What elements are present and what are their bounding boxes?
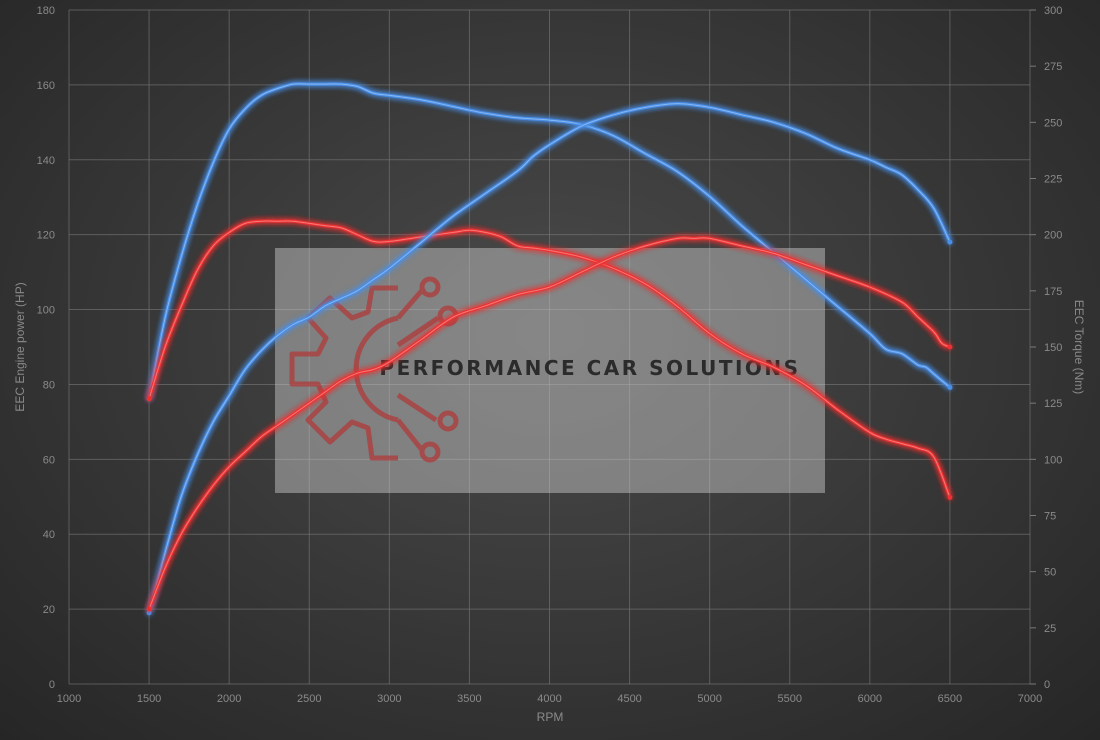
y-right-tick-label: 75 <box>1044 511 1056 523</box>
y-left-tick-label: 160 <box>37 80 55 92</box>
series-endpoint <box>947 384 953 390</box>
x-tick-label: 3000 <box>377 693 401 705</box>
x-tick-label: 4500 <box>617 693 641 705</box>
y-right-tick-label: 175 <box>1044 286 1062 298</box>
series-endpoint <box>947 239 953 245</box>
x-tick-label: 5000 <box>697 693 721 705</box>
series-3 <box>146 236 953 612</box>
y-right-tick-label: 200 <box>1044 230 1062 242</box>
x-tick-label: 7000 <box>1018 693 1042 705</box>
y-left-tick-label: 120 <box>37 230 55 242</box>
grid <box>68 9 1036 685</box>
series-line-highlight <box>148 237 951 610</box>
x-tick-label: 2500 <box>297 693 321 705</box>
x-tick-label: 3500 <box>457 693 481 705</box>
y-right-tick-label: 25 <box>1044 623 1056 635</box>
y-right-tick-label: 275 <box>1044 61 1062 73</box>
y-left-tick-label: 20 <box>43 604 55 616</box>
series-endpoint <box>947 495 953 501</box>
y-right-tick-label: 125 <box>1044 398 1062 410</box>
series-line-highlight <box>148 103 951 614</box>
x-tick-label: 4000 <box>537 693 561 705</box>
y-left-tick-label: 40 <box>43 529 55 541</box>
y-left-tick-label: 0 <box>49 679 55 691</box>
x-axis-title: RPM <box>537 710 564 724</box>
series-line <box>147 102 952 615</box>
x-tick-label: 1500 <box>137 693 161 705</box>
series-endpoint <box>146 610 152 616</box>
y-right-tick-label: 250 <box>1044 117 1062 129</box>
y-right-tick-label: 50 <box>1044 567 1056 579</box>
y-left-axis-title: EEC Engine power (HP) <box>13 282 27 411</box>
series-line <box>147 236 952 611</box>
x-tick-label: 1000 <box>57 693 81 705</box>
watermark: PERFORMANCE CAR SOLUTIONS <box>275 248 825 493</box>
y-left-tick-label: 60 <box>43 454 55 466</box>
series-endpoint <box>947 344 953 350</box>
series-line-highlight <box>148 83 951 399</box>
x-tick-label: 5500 <box>778 693 802 705</box>
y-left-tick-label: 140 <box>37 155 55 167</box>
y-right-tick-label: 100 <box>1044 454 1062 466</box>
y-left-tick-label: 80 <box>43 379 55 391</box>
y-left-tick-label: 180 <box>37 5 55 17</box>
tick-labels: 1000 1500 2000 2500 3000 3500 4000 4500 5000 5500… <box>37 5 1063 705</box>
y-right-axis-title: EEC Torque (Nm) <box>1072 300 1086 394</box>
series-2 <box>146 102 953 616</box>
x-tick-label: 6000 <box>858 693 882 705</box>
x-tick-label: 2000 <box>217 693 241 705</box>
gear-circuit-logo <box>289 276 459 463</box>
series-endpoint <box>146 606 152 612</box>
series-1 <box>146 219 953 501</box>
y-right-tick-label: 225 <box>1044 174 1062 186</box>
series-endpoint <box>146 396 152 402</box>
y-right-tick-label: 0 <box>1044 679 1050 691</box>
series <box>146 82 953 616</box>
y-right-tick-label: 300 <box>1044 5 1062 17</box>
x-tick-label: 6500 <box>938 693 962 705</box>
watermark-text: PERFORMANCE CAR SOLUTIONS <box>379 356 800 380</box>
series-line-highlight <box>148 220 951 498</box>
y-right-tick-label: 150 <box>1044 342 1062 354</box>
series-line <box>147 219 952 500</box>
axis-titles: RPM EEC Engine power (HP) EEC Torque (Nm… <box>13 282 1086 724</box>
y-left-tick-label: 100 <box>37 305 55 317</box>
series-line <box>147 82 952 401</box>
